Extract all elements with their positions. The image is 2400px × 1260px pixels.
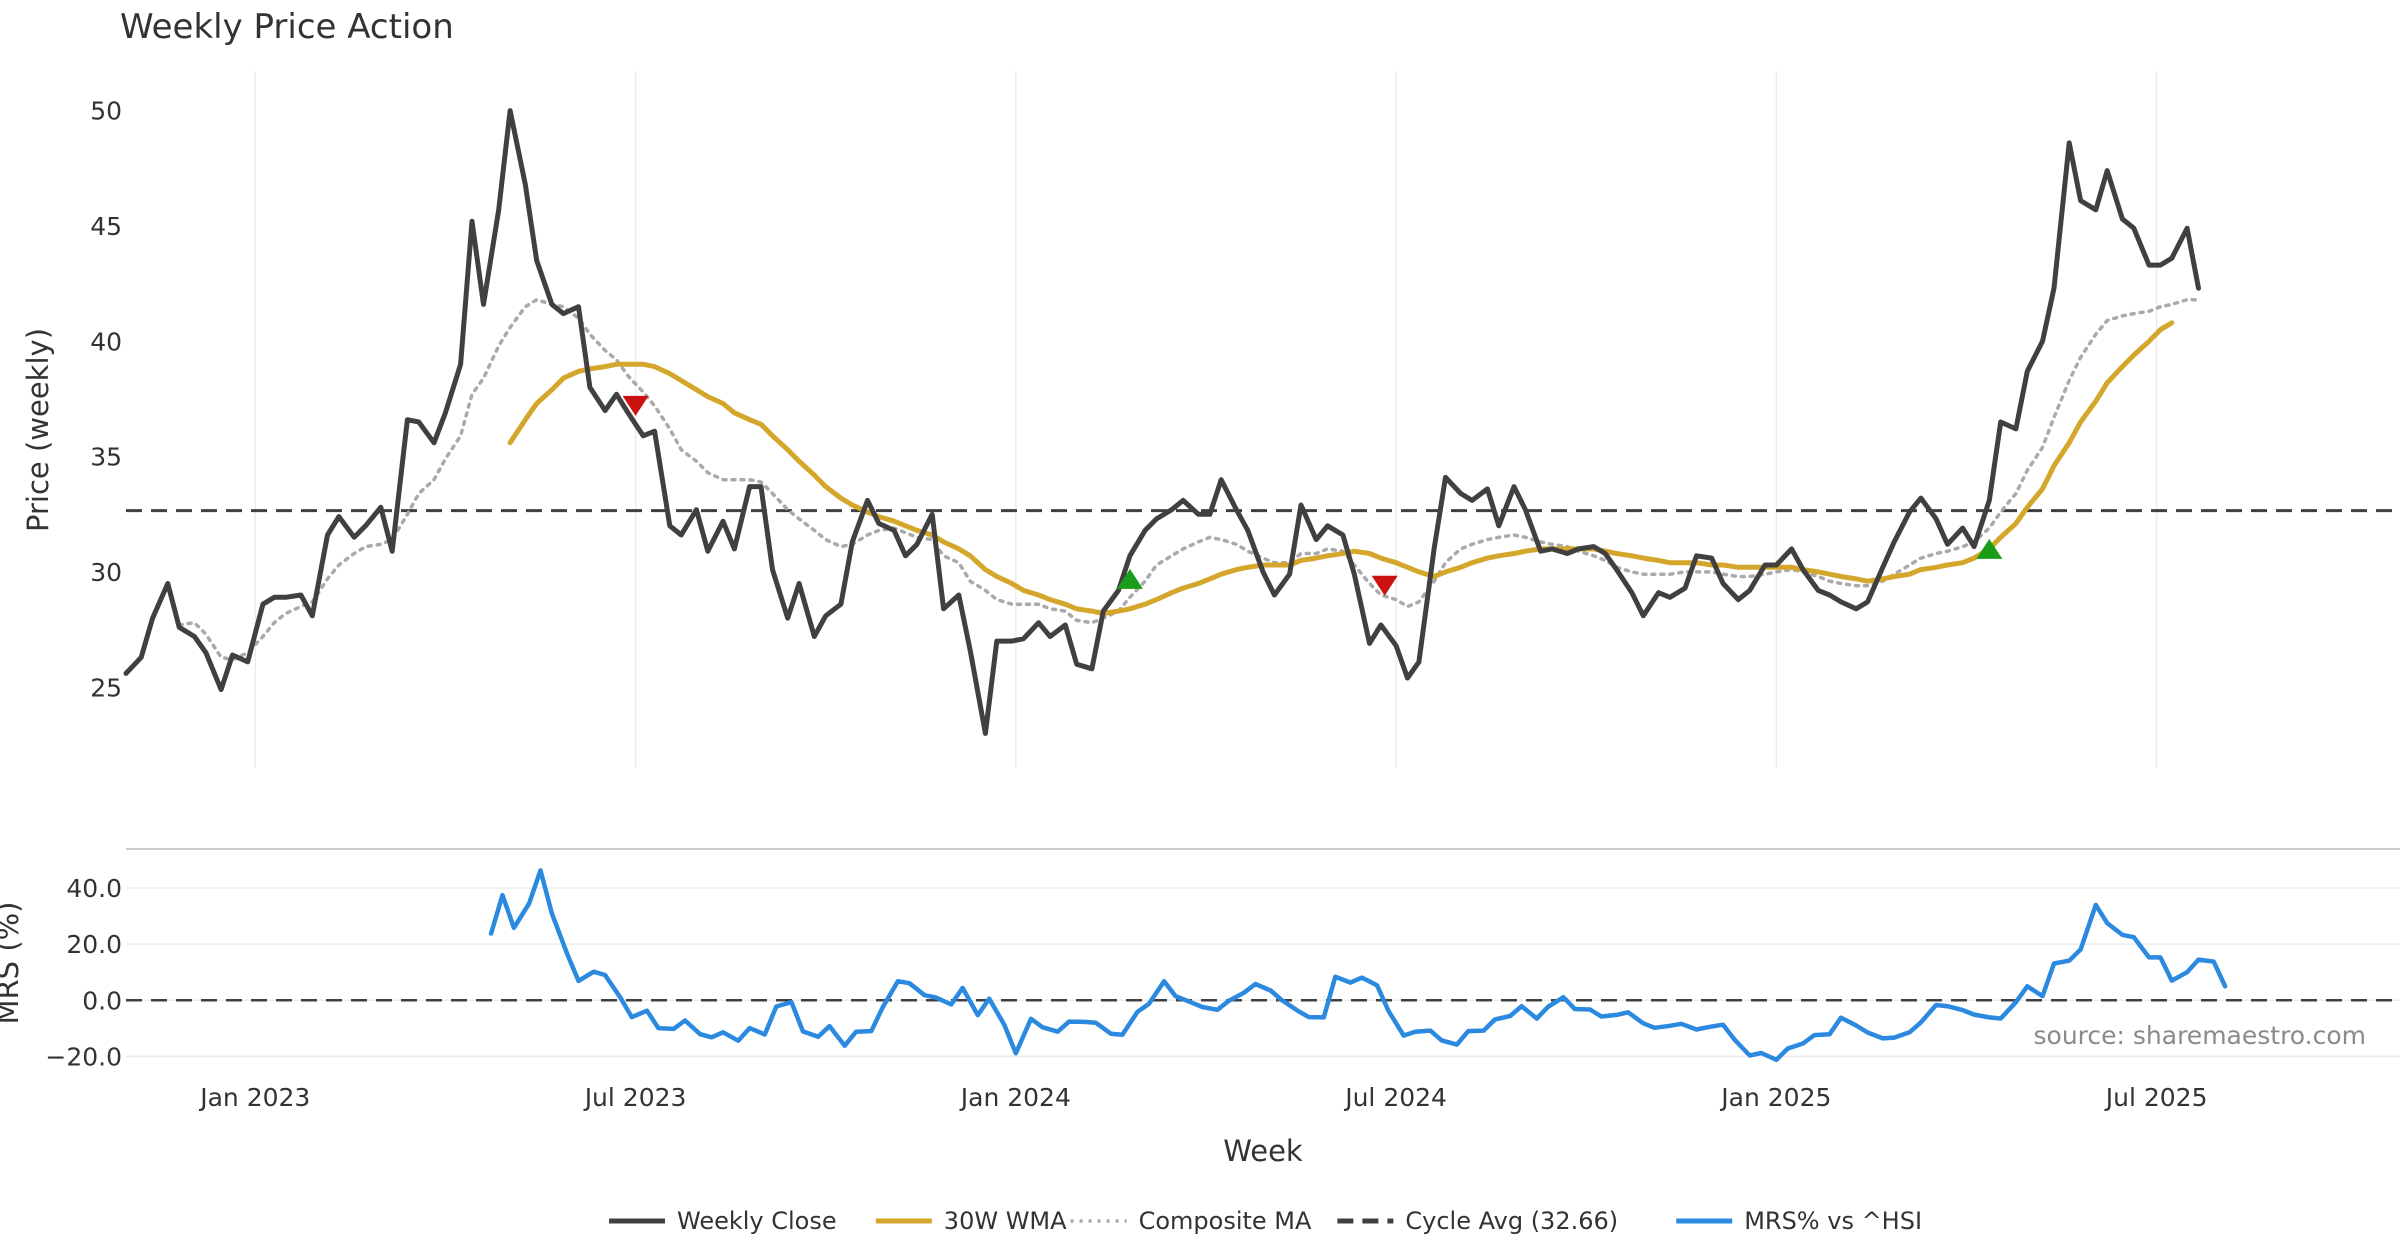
price-y-axis: 25 30 35 40 45 50 xyxy=(90,97,122,703)
series-mrs-vs-hsi xyxy=(488,868,2228,1063)
mrs-y-label: MRS (%) xyxy=(0,902,25,1025)
price-series-group xyxy=(123,108,2201,736)
sell-signal-marker xyxy=(1371,575,1398,596)
chart-title: Weekly Price Action xyxy=(120,7,454,47)
price-y-tick-label: 30 xyxy=(90,558,122,587)
legend-item-weekly-close: Weekly Close xyxy=(609,1207,837,1235)
series-composite-ma xyxy=(177,297,2201,662)
x-tick-label: Jan 2025 xyxy=(1719,1083,1831,1112)
x-tick-label: Jul 2025 xyxy=(2104,1083,2208,1112)
series-30w-wma xyxy=(507,320,2175,616)
series-weekly-close xyxy=(123,108,2201,736)
legend-item-cycle-avg-32-66: Cycle Avg (32.66) xyxy=(1337,1207,1618,1235)
legend-item-mrs-vs-hsi: MRS% vs ^HSI xyxy=(1676,1207,1922,1235)
signal-markers xyxy=(622,395,2003,596)
legend-label: Composite MA xyxy=(1139,1207,1312,1235)
price-y-tick-label: 50 xyxy=(90,97,122,126)
x-axis: Jan 2023 Jul 2023 Jan 2024 Jul 2024 Jan 2025… xyxy=(198,1083,2207,1112)
x-tick-label: Jul 2024 xyxy=(1343,1083,1447,1112)
price-y-tick-label: 25 xyxy=(90,673,122,702)
buy-signal-marker xyxy=(1116,568,1143,589)
x-axis-label: Week xyxy=(1223,1134,1303,1168)
x-tick-label: Jul 2023 xyxy=(583,1083,687,1112)
legend-label: Cycle Avg (32.66) xyxy=(1405,1207,1618,1235)
source-annotation: source: sharemaestro.com xyxy=(2034,1021,2367,1050)
legend-item-composite-ma: Composite MA xyxy=(1070,1207,1312,1235)
legend-label: 30W WMA xyxy=(944,1207,1067,1235)
price-y-tick-label: 40 xyxy=(90,327,122,356)
mrs-y-tick-label: 20.0 xyxy=(66,930,122,959)
legend-item-30w-wma: 30W WMA xyxy=(875,1207,1067,1235)
mrs-y-tick-label: 40.0 xyxy=(66,874,122,903)
price-x-gridlines xyxy=(254,71,2158,768)
price-y-label: Price (weekly) xyxy=(21,328,55,532)
price-panel: 25 30 35 40 45 50 Price (weekly) xyxy=(21,71,2400,768)
mrs-y-tick-label: −20.0 xyxy=(45,1042,122,1071)
mrs-panel: −20.0 0.0 20.0 40.0 MRS (%) source: sharema… xyxy=(0,848,2400,1071)
legend-label: Weekly Close xyxy=(677,1207,837,1235)
buy-signal-marker xyxy=(1976,538,2003,559)
sell-signal-marker xyxy=(622,395,649,416)
price-y-tick-label: 35 xyxy=(90,443,122,472)
legend: Weekly Close 30W WMA Composite MA Cycle Avg… xyxy=(609,1207,1922,1235)
x-tick-label: Jan 2024 xyxy=(959,1083,1071,1112)
mrs-y-tick-label: 0.0 xyxy=(82,986,122,1015)
legend-label: MRS% vs ^HSI xyxy=(1744,1207,1922,1235)
mrs-series-group xyxy=(488,868,2228,1063)
x-tick-label: Jan 2023 xyxy=(198,1083,310,1112)
price-y-tick-label: 45 xyxy=(90,212,122,241)
